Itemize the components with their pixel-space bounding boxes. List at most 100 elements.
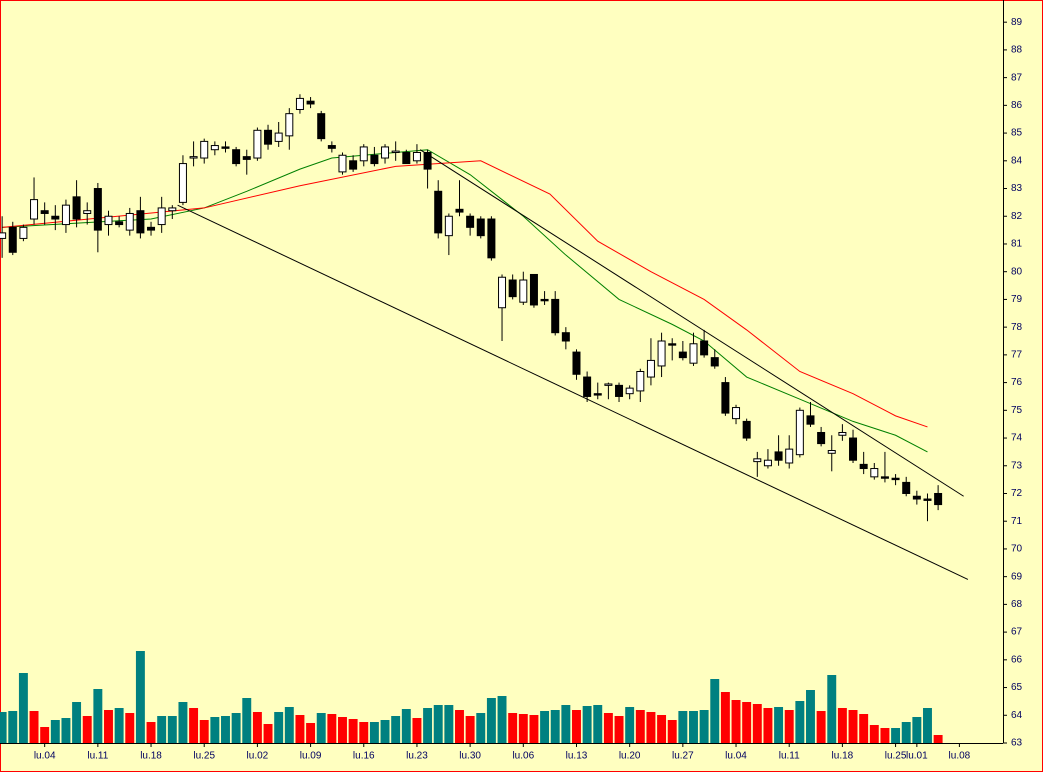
volume-bar [891,728,901,743]
y-tick-label: 64 [1011,710,1023,721]
volume-bar [497,696,507,743]
volume-bar [189,708,199,743]
candle-body [529,273,538,306]
candle-body [604,383,613,386]
volume-bar [263,724,273,743]
candle-body [402,151,411,165]
volume-bar [561,705,571,743]
volume-bar [816,711,826,743]
x-tick-label: lu.04 [725,751,747,762]
volume-bar [646,712,656,743]
y-tick-label: 66 [1011,654,1023,665]
volume-bar [720,692,730,743]
candle-body [498,276,507,309]
x-tick-label: lu.23 [406,751,428,762]
y-tick-label: 89 [1011,17,1023,28]
volume-bar [125,713,135,743]
volume-bar [391,716,401,743]
candle-body [519,279,528,303]
volume-bar [763,708,773,743]
volume-bar [848,710,858,743]
y-tick-label: 68 [1011,599,1023,610]
candle-body [785,448,794,464]
candle-body [253,129,262,159]
candle-body [912,495,921,500]
volume-bar [284,707,294,743]
trend-line [419,149,964,497]
volume-bar [369,722,379,743]
volume-bar [795,701,805,743]
candle-body [583,376,592,397]
candle-body [242,156,251,160]
candle-body [870,468,879,478]
candle-body [668,343,677,346]
y-tick-label: 65 [1011,682,1023,693]
volume-bar [582,706,592,743]
volume-bar [327,714,337,743]
candle-body [763,459,772,467]
volume-bar [880,728,890,743]
volume-bar [40,727,50,743]
candle-body [370,154,379,165]
volume-bar [50,720,60,743]
candle-body [327,145,336,149]
volume-bar [178,702,188,743]
x-tick-label: lu.09 [300,751,322,762]
volume-bar [306,723,316,743]
x-tick-label: lu.18 [832,751,854,762]
volume-bar [359,722,369,743]
x-tick-label: lu.13 [566,751,588,762]
candle-body [136,210,145,234]
candle-body [349,160,358,170]
candle-body [636,371,645,392]
candle-body [61,204,70,226]
x-tick-label: lu.25 [193,751,215,762]
volume-bar [933,735,943,743]
candle-body [838,431,847,436]
volume-bar [242,698,252,743]
candle-body [93,188,102,231]
volume-bar [157,716,167,743]
candle-body [891,477,900,481]
candle-body [827,450,836,454]
volume-bar [827,675,837,743]
volume-bar [29,711,39,743]
candle-body [806,415,815,425]
volume-bar [912,717,922,743]
y-tick-label: 76 [1011,377,1023,388]
candle-body [295,97,304,111]
y-tick-label: 88 [1011,45,1023,56]
candle-body [434,190,443,234]
candle-body [147,226,156,231]
candle-body [615,384,624,397]
volume-bar [135,651,145,743]
candle-body [210,145,219,151]
candle-body [83,210,92,214]
y-tick-label: 73 [1011,460,1023,471]
candle-body [795,409,804,456]
y-tick-label: 81 [1011,239,1023,250]
y-tick-label: 86 [1011,100,1023,111]
x-tick-label: lu.06 [512,751,534,762]
volume-bar [114,708,124,743]
x-tick-label: lu.08 [949,751,971,762]
volume-bar [710,679,720,743]
candle-body [700,340,709,356]
volume-bar [731,700,741,743]
volume-bar [167,716,177,743]
volume-bar [146,722,156,743]
y-tick-label: 80 [1011,266,1023,277]
volume-bar [869,725,879,743]
volume-bar [316,713,326,743]
candle-body [880,476,889,479]
volume-bar [380,720,390,743]
candle-body [317,113,326,140]
volume-bar [295,715,305,743]
candle-body [934,492,943,506]
candle-body [753,458,762,463]
candle-body [721,382,730,414]
candle-body [923,498,932,501]
candle-body [264,129,273,145]
